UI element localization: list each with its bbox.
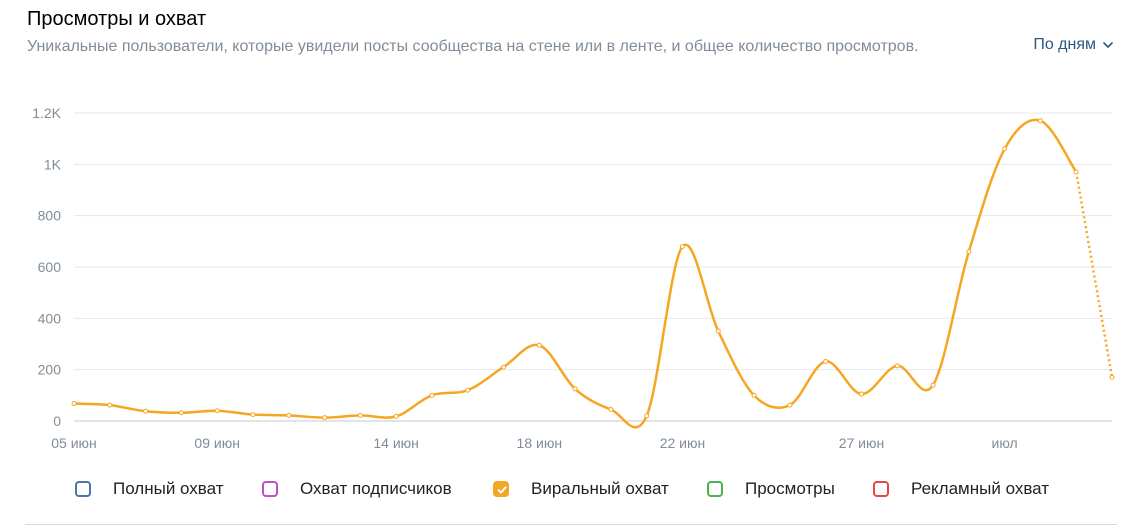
data-point: [1002, 146, 1008, 152]
data-point: [286, 412, 292, 418]
y-tick-label: 0: [53, 413, 61, 429]
y-tick-label: 400: [38, 310, 62, 326]
legend-item-viral-reach[interactable]: Виральный охват: [493, 479, 669, 499]
line-chart: 0 200 400 600 800 1K 1.2K 05 июн 09 июн 14 июн 18 …: [32, 105, 1115, 451]
data-point: [751, 392, 757, 398]
legend-label-views: Просмотры: [745, 479, 835, 498]
data-point: [178, 410, 184, 416]
legend-item-ad-reach[interactable]: Рекламный охват: [873, 479, 1049, 499]
chevron-down-icon: [1103, 42, 1113, 48]
chart-title: Просмотры и охват: [27, 8, 207, 30]
data-point: [501, 364, 507, 370]
data-point: [214, 408, 220, 414]
x-tick-label: 09 июн: [194, 435, 240, 451]
legend-label-viral-reach: Виральный охват: [531, 479, 669, 498]
data-point: [465, 387, 471, 393]
legend-item-full-reach[interactable]: Полный охват: [75, 479, 224, 499]
data-point: [143, 408, 149, 414]
x-tick-label: 05 июн: [51, 435, 97, 451]
data-point: [823, 358, 829, 364]
data-point: [1109, 374, 1115, 380]
chart-legend: Полный охват Охват подписчиков Виральный…: [0, 479, 1145, 503]
data-point: [894, 363, 900, 369]
data-point: [644, 413, 650, 419]
x-tick-label: 18 июн: [517, 435, 563, 451]
x-tick-label: июл: [992, 435, 1018, 451]
checkbox-full-reach[interactable]: [75, 481, 91, 497]
checkbox-viral-reach[interactable]: [493, 481, 509, 497]
y-tick-label: 1.2K: [32, 105, 61, 121]
data-point: [357, 412, 363, 418]
data-point: [71, 401, 77, 407]
series-line-viral-reach-partial: [1074, 171, 1114, 378]
checkbox-ad-reach[interactable]: [873, 481, 889, 497]
legend-item-subscriber-reach[interactable]: Охват подписчиков: [262, 479, 452, 499]
y-tick-label: 800: [38, 208, 62, 224]
data-point: [858, 391, 864, 397]
x-tick-label: 22 июн: [660, 435, 706, 451]
data-point: [322, 415, 328, 421]
y-tick-label: 1K: [44, 156, 62, 172]
legend-label-full-reach: Полный охват: [113, 479, 224, 498]
chart-subtitle: Уникальные пользователи, которые увидели…: [27, 38, 919, 55]
checkbox-views[interactable]: [707, 481, 723, 497]
y-tick-label: 600: [38, 259, 62, 275]
legend-label-subscriber-reach: Охват подписчиков: [300, 479, 452, 498]
data-point: [679, 243, 685, 249]
data-point: [608, 406, 614, 412]
series-line-viral-reach: [72, 118, 1078, 429]
data-point: [715, 328, 721, 334]
period-label: По дням: [1033, 36, 1096, 53]
x-tick-label: 27 июн: [839, 435, 885, 451]
data-point: [572, 386, 578, 392]
data-point: [1037, 118, 1043, 124]
data-point: [107, 402, 113, 408]
data-point: [930, 382, 936, 388]
checkbox-subscriber-reach[interactable]: [262, 481, 278, 497]
legend-label-ad-reach: Рекламный охват: [911, 479, 1050, 498]
data-point: [536, 342, 542, 348]
data-point: [393, 413, 399, 419]
data-point: [429, 392, 435, 398]
period-dropdown[interactable]: По дням: [1033, 36, 1113, 54]
legend-item-views[interactable]: Просмотры: [707, 479, 835, 499]
data-point: [787, 402, 793, 408]
data-point: [1073, 169, 1079, 175]
section-divider: [25, 524, 1117, 525]
x-tick-label: 14 июн: [373, 435, 419, 451]
y-tick-label: 200: [38, 362, 62, 378]
data-point: [966, 249, 972, 255]
data-point: [250, 412, 256, 418]
